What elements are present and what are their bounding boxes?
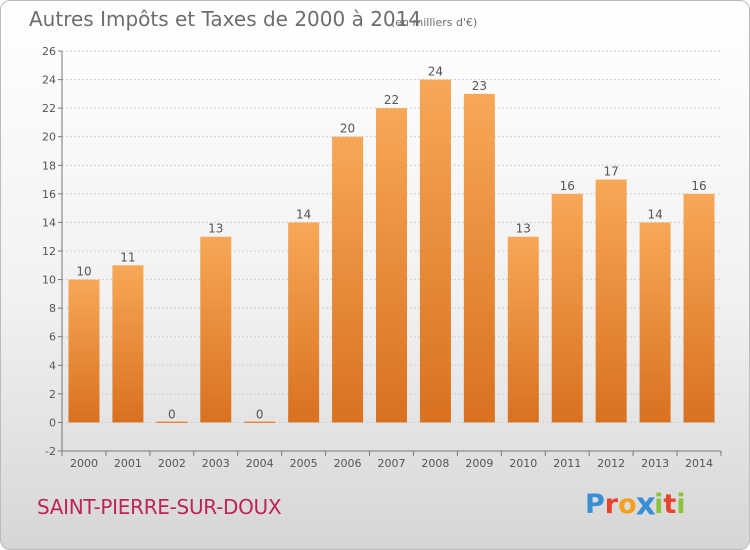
data-label: 14 — [296, 207, 311, 221]
x-tick-label: 2001 — [114, 457, 142, 470]
bar — [419, 79, 451, 423]
logo-letter: o — [618, 489, 637, 520]
bar — [156, 421, 188, 423]
y-tick-label: 24 — [42, 74, 56, 87]
y-tick-label: 18 — [42, 159, 56, 172]
bar — [200, 236, 232, 423]
bar — [332, 136, 364, 423]
data-label: 11 — [120, 250, 135, 264]
chart-title: Autres Impôts et Taxes de 2000 à 2014 — [29, 7, 422, 31]
logo-letter: P — [585, 489, 605, 520]
data-label: 0 — [256, 407, 264, 421]
x-tick-label: 2014 — [685, 457, 713, 470]
y-tick-label: 8 — [49, 302, 56, 315]
bar — [551, 193, 583, 423]
x-tick-label: 2007 — [378, 457, 406, 470]
x-tick-label: 2012 — [597, 457, 625, 470]
x-tick-label: 2004 — [246, 457, 274, 470]
data-label: 16 — [560, 179, 575, 193]
bar — [68, 279, 100, 423]
data-label: 23 — [472, 79, 487, 93]
y-tick-label: 10 — [42, 274, 56, 287]
y-tick-label: 20 — [42, 131, 56, 144]
logo-letter: r — [604, 489, 619, 520]
proxiti-logo[interactable]: Proxiti — [585, 486, 686, 523]
bar — [288, 222, 320, 423]
bar — [244, 421, 276, 423]
x-tick-label: 2013 — [641, 457, 669, 470]
x-tick-label: 2000 — [70, 457, 98, 470]
y-tick-label: 12 — [42, 245, 56, 258]
bar — [376, 108, 407, 423]
data-label: 10 — [76, 265, 91, 279]
x-tick-label: 2008 — [421, 457, 449, 470]
y-tick-label: 2 — [49, 388, 56, 401]
data-label: 14 — [647, 207, 662, 221]
y-tick-label: -2 — [45, 445, 56, 458]
x-tick-label: 2002 — [158, 457, 186, 470]
bar — [507, 236, 539, 423]
data-label: 20 — [340, 122, 355, 136]
x-tick-label: 2009 — [465, 457, 493, 470]
x-tick-label: 2003 — [202, 457, 230, 470]
y-tick-label: 0 — [49, 416, 56, 429]
data-label: 22 — [384, 93, 399, 107]
logo-letter: i — [654, 489, 664, 520]
x-tick-label: 2010 — [509, 457, 537, 470]
data-label: 24 — [428, 65, 443, 79]
x-tick-label: 2011 — [553, 457, 581, 470]
bar — [112, 265, 144, 423]
data-label: 16 — [691, 179, 706, 193]
commune-name: SAINT-PIERRE-SUR-DOUX — [37, 495, 282, 519]
bar — [683, 193, 715, 423]
x-tick-label: 2005 — [290, 457, 318, 470]
y-tick-label: 4 — [49, 359, 56, 372]
y-tick-label: 16 — [42, 188, 56, 201]
data-label: 13 — [208, 222, 223, 236]
chart-subtitle: (en milliers d'€) — [391, 16, 478, 29]
bar — [595, 179, 627, 423]
logo-letter: i — [676, 489, 686, 520]
y-tick-label: 14 — [42, 216, 56, 229]
logo-letter: x — [635, 486, 656, 523]
bar — [639, 222, 671, 423]
data-label: 0 — [168, 407, 176, 421]
x-tick-label: 2006 — [334, 457, 362, 470]
data-label: 13 — [516, 222, 531, 236]
logo-letter: t — [663, 489, 677, 520]
bar — [463, 93, 495, 423]
y-tick-label: 22 — [42, 102, 56, 115]
y-tick-label: 6 — [49, 331, 56, 344]
y-tick-label: 26 — [42, 45, 56, 58]
data-label: 17 — [604, 165, 619, 179]
